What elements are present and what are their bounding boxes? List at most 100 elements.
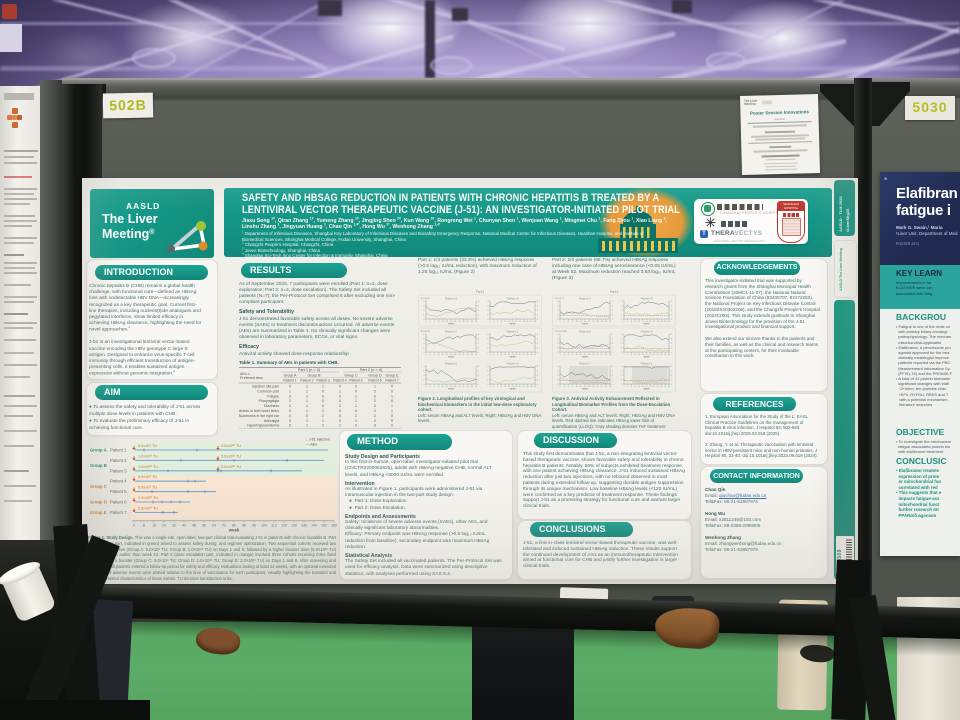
svg-text:32: 32 xyxy=(458,386,460,388)
svg-text:0: 0 xyxy=(391,414,393,418)
svg-text:Patient 3: Patient 3 xyxy=(316,379,329,383)
svg-text:8: 8 xyxy=(497,321,498,323)
svg-text:4: 4 xyxy=(423,301,425,303)
svg-text:2: 2 xyxy=(478,315,480,317)
svg-text:12: 12 xyxy=(500,386,502,388)
svg-text:0: 0 xyxy=(487,352,489,354)
svg-text:4: 4 xyxy=(478,310,480,312)
svg-text:48: 48 xyxy=(609,354,611,356)
svg-text:3: 3 xyxy=(487,339,489,341)
svg-text:0: 0 xyxy=(621,319,623,321)
svg-text:24: 24 xyxy=(450,321,452,323)
svg-text:48: 48 xyxy=(475,386,477,388)
svg-text:0: 0 xyxy=(289,414,291,418)
svg-text:4: 4 xyxy=(557,334,559,336)
svg-text:36: 36 xyxy=(462,354,464,356)
svg-text:24: 24 xyxy=(450,354,452,356)
svg-text:16: 16 xyxy=(576,386,578,388)
svg-text:0: 0 xyxy=(478,319,480,321)
svg-text:20: 20 xyxy=(508,386,510,388)
svg-text:Patient 3: Patient 3 xyxy=(507,362,519,366)
svg-text:8: 8 xyxy=(537,366,539,368)
svg-text:2: 2 xyxy=(621,310,623,312)
svg-text:48: 48 xyxy=(668,354,670,356)
svg-text:5.0x10⁹ TU: 5.0x10⁹ TU xyxy=(138,475,157,479)
svg-text:6: 6 xyxy=(478,339,480,341)
svg-text:0: 0 xyxy=(355,409,357,413)
svg-text:4: 4 xyxy=(430,386,431,388)
svg-text:24: 24 xyxy=(162,523,166,527)
svg-text:Patient 1: Patient 1 xyxy=(507,330,519,334)
svg-text:4: 4 xyxy=(493,354,494,356)
svg-text:28: 28 xyxy=(649,321,651,323)
svg-text:2: 2 xyxy=(557,310,559,312)
svg-text:0: 0 xyxy=(355,424,357,428)
svg-text:0: 0 xyxy=(339,409,341,413)
svg-text:Group B: Group B xyxy=(90,463,107,468)
svg-text:8: 8 xyxy=(497,386,498,388)
svg-text:4: 4 xyxy=(621,366,623,368)
svg-text:Group A: Group A xyxy=(421,296,431,300)
svg-text:8: 8 xyxy=(434,386,435,388)
svg-text:4: 4 xyxy=(537,310,539,312)
svg-text:2: 2 xyxy=(322,414,324,418)
svg-text:6: 6 xyxy=(612,306,614,308)
svg-text:0: 0 xyxy=(339,414,341,418)
svg-text:week: week xyxy=(448,388,455,391)
svg-text:3: 3 xyxy=(621,339,623,341)
svg-text:104: 104 xyxy=(261,523,267,527)
svg-text:0: 0 xyxy=(559,321,560,323)
svg-text:0: 0 xyxy=(306,414,308,418)
svg-text:8: 8 xyxy=(434,354,435,356)
svg-text:Patient 7: Patient 7 xyxy=(445,330,457,334)
svg-text:1: 1 xyxy=(322,419,324,423)
svg-text:48: 48 xyxy=(609,321,611,323)
svg-text:0: 0 xyxy=(374,394,376,398)
svg-text:3: 3 xyxy=(423,371,425,373)
svg-text:12: 12 xyxy=(500,321,502,323)
svg-text:1.0x10¹º TU: 1.0x10¹º TU xyxy=(138,454,158,458)
svg-text:48: 48 xyxy=(475,321,477,323)
svg-text:Weakness in both lower limbs: Weakness in both lower limbs xyxy=(239,409,279,413)
svg-text:6: 6 xyxy=(671,339,673,341)
svg-text:16: 16 xyxy=(576,354,578,356)
svg-text:8: 8 xyxy=(671,334,673,336)
svg-text:1: 1 xyxy=(621,348,623,350)
svg-text:1: 1 xyxy=(322,385,324,389)
svg-text:4: 4 xyxy=(478,343,480,345)
svg-text:28: 28 xyxy=(454,354,456,356)
svg-text:AEs n: AEs n xyxy=(240,372,250,376)
svg-text:5.0x10¹º TU: 5.0x10¹º TU xyxy=(221,465,241,469)
svg-text:8: 8 xyxy=(537,301,539,303)
svg-text:40: 40 xyxy=(660,386,662,388)
svg-text:4: 4 xyxy=(487,366,489,368)
svg-text:48: 48 xyxy=(668,321,670,323)
svg-text:1: 1 xyxy=(557,348,559,350)
svg-text:0: 0 xyxy=(423,352,425,354)
svg-text:144: 144 xyxy=(311,523,317,527)
svg-text:32: 32 xyxy=(653,321,655,323)
svg-text:12: 12 xyxy=(437,386,439,388)
svg-text:32: 32 xyxy=(653,386,655,388)
svg-text:24: 24 xyxy=(511,386,513,388)
svg-text:4: 4 xyxy=(612,343,614,345)
svg-text:44: 44 xyxy=(605,354,607,356)
svg-text:2: 2 xyxy=(537,348,539,350)
svg-text:4: 4 xyxy=(621,301,623,303)
svg-text:4: 4 xyxy=(423,366,425,368)
svg-text:20: 20 xyxy=(446,386,448,388)
svg-text:28: 28 xyxy=(515,321,517,323)
svg-text:40: 40 xyxy=(467,354,469,356)
svg-text:48: 48 xyxy=(534,354,536,356)
svg-text:week: week xyxy=(582,356,589,359)
svg-text:0: 0 xyxy=(289,394,291,398)
svg-text:Patient 2: Patient 2 xyxy=(110,458,127,463)
svg-text:week: week xyxy=(510,356,517,359)
svg-text:2.0x10¹º TU: 2.0x10¹º TU xyxy=(138,506,158,510)
svg-text:36: 36 xyxy=(462,321,464,323)
svg-text:2: 2 xyxy=(487,310,489,312)
svg-text:8: 8 xyxy=(612,366,614,368)
svg-text:12: 12 xyxy=(437,321,439,323)
svg-text:44: 44 xyxy=(530,354,532,356)
svg-text:28: 28 xyxy=(649,354,651,356)
